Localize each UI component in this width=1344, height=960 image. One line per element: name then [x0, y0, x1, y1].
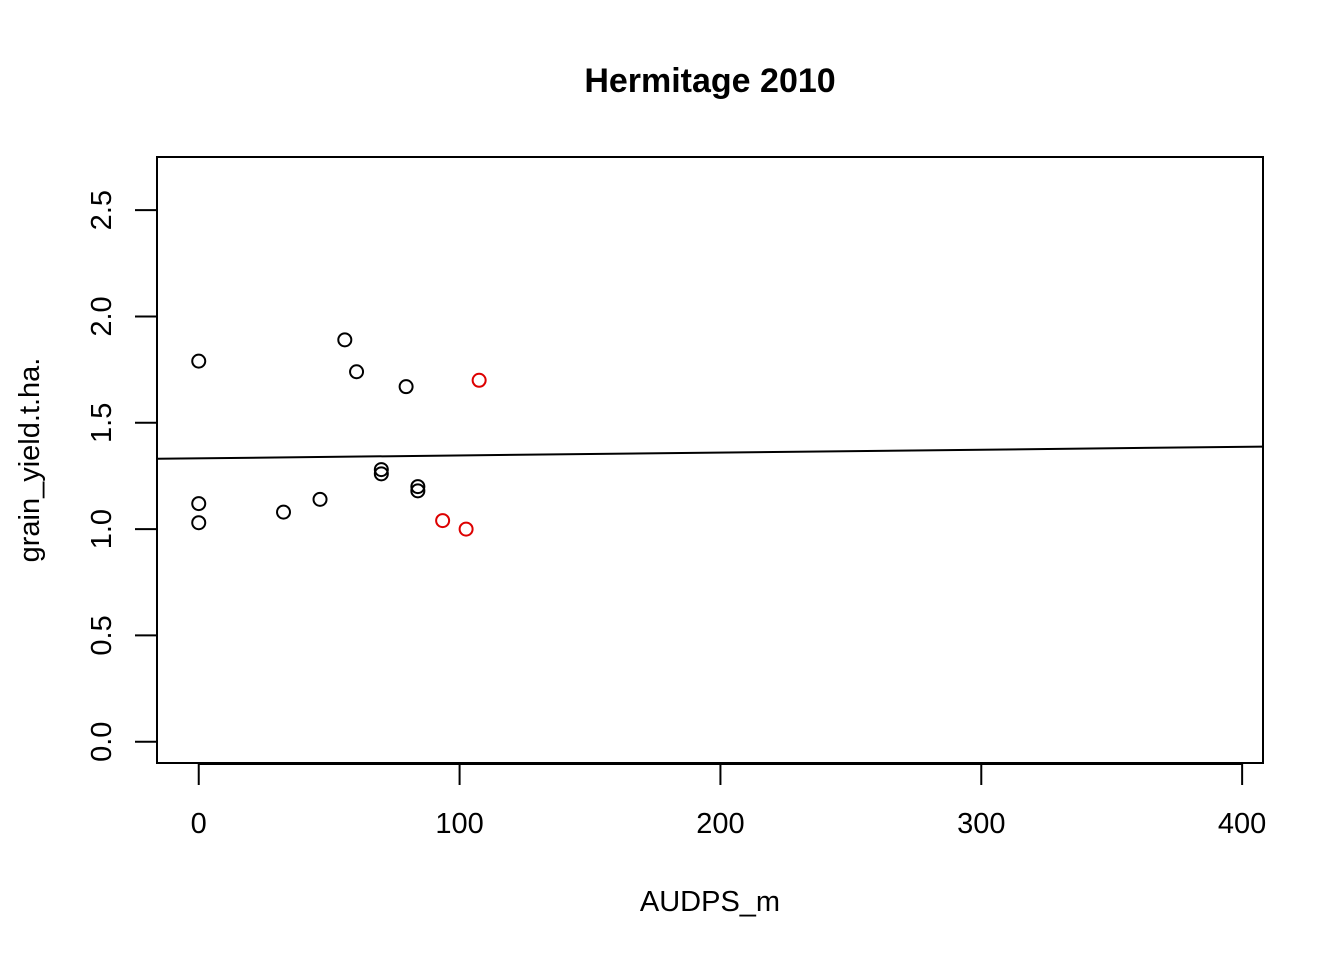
plot-frame	[156, 156, 1264, 764]
data-point	[458, 521, 474, 537]
regression-line	[156, 445, 1264, 460]
data-point	[191, 353, 207, 369]
data-points	[191, 332, 487, 537]
y-tick-label: 2.0	[86, 296, 118, 336]
data-point	[373, 462, 389, 478]
chart-title: Hermitage 2010	[584, 62, 835, 100]
data-point	[435, 513, 451, 529]
y-axis: 0.0 0.5 1.0 1.5 2.0 2.5	[86, 190, 158, 762]
x-axis-label: AUDPS_m	[640, 886, 780, 918]
x-tick-label: 0	[191, 808, 207, 840]
x-tick-label: 400	[1218, 808, 1266, 840]
y-tick-label: 0.0	[86, 722, 118, 762]
x-axis: 0 100 200 300 400	[191, 763, 1266, 840]
data-point	[312, 491, 328, 507]
y-tick-label: 0.5	[86, 615, 118, 655]
data-point	[337, 332, 353, 348]
data-point	[471, 372, 487, 388]
data-point	[398, 379, 414, 395]
data-point	[191, 496, 207, 512]
data-point	[191, 515, 207, 531]
data-point	[410, 479, 426, 495]
data-point	[410, 483, 426, 499]
y-tick-label: 1.5	[86, 403, 118, 443]
y-tick-label: 2.5	[86, 190, 118, 230]
regression-line-group	[156, 445, 1264, 460]
y-axis-label: grain_yield.t.ha.	[14, 358, 46, 563]
x-tick-label: 200	[696, 808, 744, 840]
data-point	[276, 504, 292, 520]
x-tick-label: 300	[957, 808, 1005, 840]
data-point	[373, 466, 389, 482]
x-tick-label: 100	[435, 808, 483, 840]
y-tick-label: 1.0	[86, 509, 118, 549]
data-point	[349, 364, 365, 380]
